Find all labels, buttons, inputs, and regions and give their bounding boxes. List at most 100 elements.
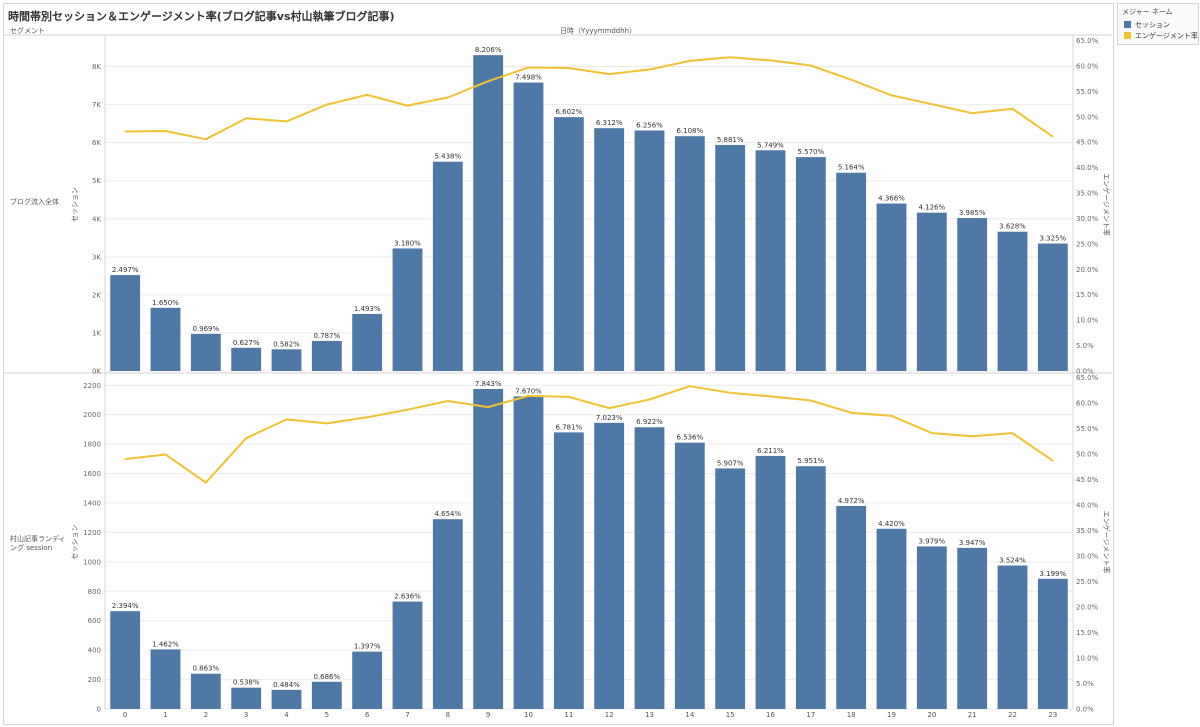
bar-bottom-5	[311, 681, 342, 709]
x-tick-label-2: 2	[204, 711, 208, 719]
y2-tick-label-bottom-7: 35.0%	[1076, 527, 1099, 535]
bar-bottom-17	[795, 466, 826, 709]
x-tick-label-13: 13	[645, 711, 654, 719]
y2-tick-label-top-0: 0.0%	[1076, 368, 1094, 376]
bar-top-22	[997, 231, 1028, 371]
engagement-point-top-15	[729, 56, 731, 59]
y-tick-label-bottom-6: 1200	[83, 529, 101, 537]
y2-tick-label-bottom-11: 55.0%	[1076, 425, 1099, 433]
engagement-point-bottom-9	[487, 406, 489, 408]
y2-axis-title-top: エンゲージメント率	[1102, 173, 1111, 236]
y2-tick-label-bottom-1: 5.0%	[1076, 680, 1094, 688]
y2-tick-label-top-11: 55.0%	[1076, 88, 1099, 96]
engagement-point-top-22	[1011, 107, 1014, 110]
x-tick-label-23: 23	[1048, 711, 1057, 719]
y-tick-label-top-0: 0K	[92, 368, 101, 376]
bar-top-9	[473, 55, 504, 372]
bar-label-bottom-10: 7.670%	[515, 387, 542, 395]
bar-label-bottom-4: 0.484%	[273, 681, 300, 689]
bar-label-bottom-20: 3.979%	[918, 537, 945, 545]
y2-tick-label-top-2: 10.0%	[1076, 317, 1099, 325]
bar-label-top-14: 6.108%	[676, 127, 703, 135]
y-tick-label-top-3: 3K	[92, 253, 101, 261]
bar-bottom-20	[916, 546, 947, 709]
engagement-point-top-14	[689, 60, 691, 62]
engagement-point-top-18	[850, 78, 852, 81]
y2-tick-label-top-10: 50.0%	[1076, 113, 1099, 121]
x-axis-header: 日時（Yyyymmddhh）	[560, 27, 637, 35]
bar-label-top-22: 3.628%	[999, 223, 1026, 231]
bar-label-bottom-9: 7.843%	[475, 380, 502, 388]
x-tick-label-20: 20	[927, 711, 936, 719]
bar-top-7	[392, 248, 423, 371]
bar-label-top-15: 5.881%	[717, 136, 744, 144]
bar-top-15	[715, 144, 746, 371]
engagement-point-top-0	[124, 130, 126, 133]
y-axis-title-top: セッション	[71, 187, 79, 222]
engagement-point-bottom-13	[648, 398, 651, 401]
y-tick-label-top-8: 8K	[92, 63, 101, 71]
legend-item-engagement[interactable]: エンゲージメント率	[1124, 31, 1198, 41]
bar-bottom-14	[674, 442, 705, 709]
legend: メジャー ネーム セッション エンゲージメント率	[1117, 3, 1199, 45]
bar-top-4	[271, 349, 302, 371]
bar-label-bottom-19: 4.420%	[878, 520, 905, 528]
y-tick-label-bottom-11: 2200	[83, 382, 101, 390]
engagement-point-top-11	[568, 67, 570, 69]
bar-bottom-10	[513, 396, 544, 709]
segment-label-top: ブログ流入全体	[10, 198, 59, 206]
bar-top-10	[513, 82, 544, 371]
engagement-point-bottom-15	[729, 392, 731, 394]
y-tick-label-bottom-10: 2000	[83, 411, 101, 419]
bar-label-top-0: 2.497%	[112, 266, 139, 274]
bar-bottom-2	[190, 673, 221, 709]
bar-top-12	[594, 128, 625, 371]
bar-top-11	[553, 117, 584, 371]
bar-label-bottom-1: 1.462%	[152, 640, 179, 648]
y2-tick-label-bottom-6: 30.0%	[1076, 553, 1099, 561]
y2-tick-label-top-6: 30.0%	[1076, 215, 1099, 223]
bar-top-19	[876, 203, 907, 371]
y2-tick-label-top-13: 65.0%	[1076, 37, 1099, 45]
bar-label-top-10: 7.498%	[515, 74, 542, 82]
engagement-point-bottom-20	[931, 432, 933, 434]
y2-tick-label-bottom-9: 45.0%	[1076, 476, 1099, 484]
engagement-point-bottom-16	[769, 395, 772, 398]
bar-label-bottom-23: 3.199%	[1039, 570, 1066, 578]
bar-label-bottom-15: 5.907%	[717, 459, 744, 467]
engagement-point-bottom-7	[406, 408, 409, 411]
x-tick-label-22: 22	[1008, 711, 1017, 719]
y-tick-label-bottom-8: 1600	[83, 470, 101, 478]
y-axis-title-bottom: セッション	[71, 525, 79, 560]
bar-label-bottom-7: 2.636%	[394, 593, 421, 601]
legend-item-sessions[interactable]: セッション	[1124, 20, 1170, 30]
bar-label-bottom-17: 5.951%	[797, 457, 824, 465]
x-tick-label-17: 17	[806, 711, 815, 719]
bar-label-bottom-18: 4.972%	[838, 497, 865, 505]
bar-bottom-9	[473, 388, 504, 709]
bar-top-6	[352, 313, 383, 371]
engagement-point-bottom-3	[245, 437, 247, 440]
bar-label-top-5: 0.787%	[313, 332, 340, 340]
engagement-point-top-5	[326, 103, 328, 106]
engagement-point-top-13	[648, 68, 651, 71]
engagement-point-top-6	[366, 94, 368, 96]
y2-tick-label-top-12: 60.0%	[1076, 62, 1099, 70]
y-tick-label-top-4: 4K	[92, 215, 101, 223]
y2-tick-label-top-9: 45.0%	[1076, 139, 1099, 147]
engagement-point-top-9	[487, 80, 489, 83]
y-tick-label-bottom-5: 1000	[83, 558, 101, 566]
engagement-point-top-20	[931, 103, 933, 105]
y2-tick-label-top-1: 5.0%	[1076, 342, 1094, 350]
x-tick-label-6: 6	[365, 711, 370, 719]
bar-bottom-0	[110, 611, 141, 709]
bar-top-1	[150, 307, 181, 371]
bar-label-top-18: 5.164%	[838, 164, 865, 172]
bar-label-top-7: 3.180%	[394, 239, 421, 247]
engagement-point-bottom-23	[1052, 459, 1054, 462]
x-tick-label-18: 18	[847, 711, 856, 719]
y-tick-label-bottom-9: 1800	[83, 441, 101, 449]
engagement-point-bottom-2	[205, 481, 207, 484]
x-tick-label-14: 14	[685, 711, 694, 719]
bar-top-0	[110, 275, 141, 371]
